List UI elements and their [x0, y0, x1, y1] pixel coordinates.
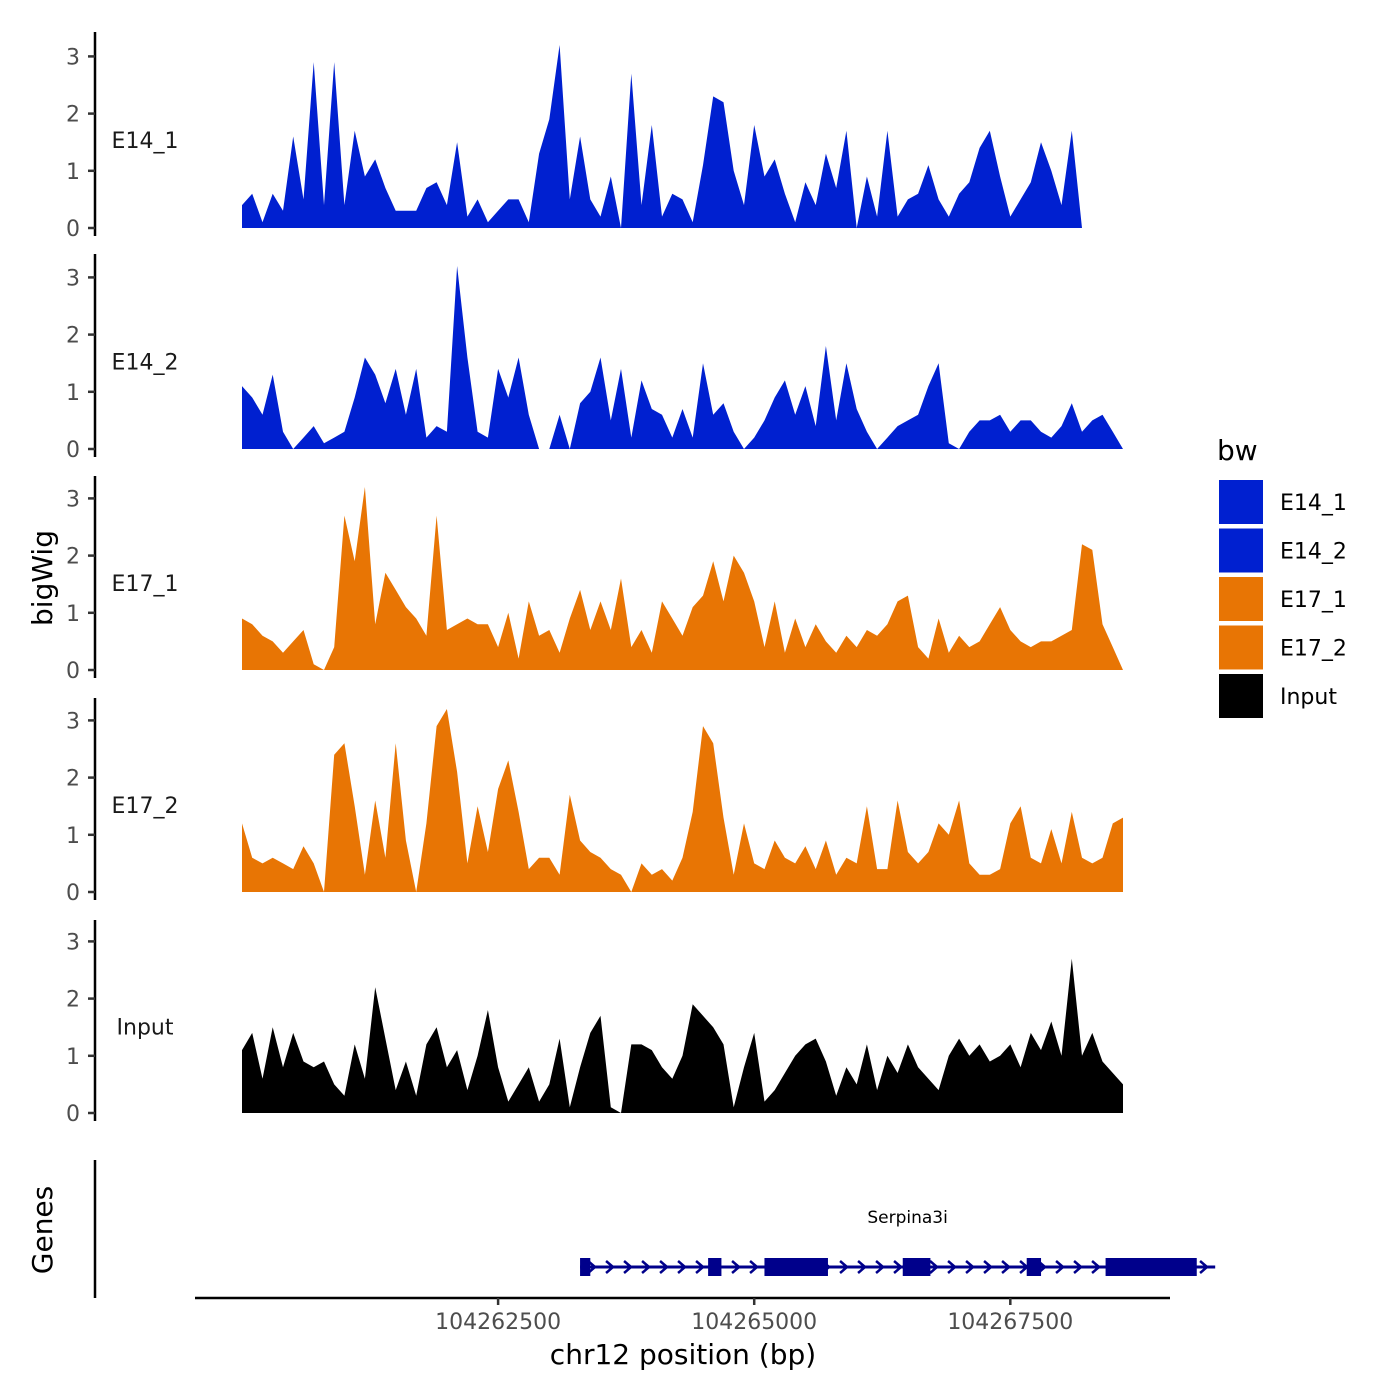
legend-title: bw	[1217, 434, 1258, 467]
coverage-tracks: 0 1 2 3 E14_1 0 1 2 3 E14_2 0 1 2 3 E17_1 0 1 2 3 E17_2 0 1 2 3…	[66, 32, 1123, 1127]
legend-swatch	[1219, 480, 1263, 524]
y-tick-label: 3	[66, 45, 80, 70]
strand-arrow-icon	[1091, 1260, 1101, 1274]
gene-model	[580, 1258, 1216, 1276]
legend: bw E14_1 E14_2 E17_1 E17_2 Input	[1217, 434, 1347, 718]
legend-swatch	[1219, 528, 1263, 573]
gene-exon	[764, 1258, 828, 1276]
legend-swatch	[1219, 674, 1263, 718]
gene-name-label: Serpina3i	[867, 1208, 947, 1228]
y-tick-label: 1	[66, 602, 80, 627]
y-axis-title: bigWig	[26, 530, 59, 626]
y-tick-label: 2	[66, 103, 80, 128]
strand-arrow-icon	[605, 1260, 615, 1274]
gene-exon	[1026, 1258, 1042, 1276]
strand-arrow-icon	[929, 1260, 939, 1274]
strand-arrow-icon	[947, 1260, 957, 1274]
coverage-area-E17_2	[242, 709, 1123, 892]
strand-arrow-icon	[1001, 1260, 1011, 1274]
strand-arrow-icon	[695, 1260, 705, 1274]
y-tick-label: 2	[66, 767, 80, 792]
strand-arrow-icon	[659, 1260, 669, 1274]
gene-panel-title: Genes	[26, 1186, 59, 1274]
y-tick-label: 3	[66, 487, 80, 512]
strand-arrow-icon	[1073, 1260, 1083, 1274]
strand-arrow-icon	[641, 1260, 651, 1274]
track-E17_1: 0 1 2 3 E17_1	[66, 476, 1123, 684]
x-axis: 104262500 104265000 104267500	[195, 1296, 1170, 1335]
coverage-area-Input	[242, 958, 1123, 1113]
strand-arrow-icon	[587, 1260, 597, 1274]
y-tick-label: 1	[66, 160, 80, 185]
strand-arrow-icon	[983, 1260, 993, 1274]
gene-exon	[1105, 1258, 1197, 1276]
track-E14_2: 0 1 2 3 E14_2	[66, 254, 1123, 463]
y-tick-label: 0	[66, 438, 80, 463]
y-tick-label: 0	[66, 217, 80, 242]
y-tick-label: 0	[66, 659, 80, 684]
track-E14_1: 0 1 2 3 E14_1	[66, 32, 1123, 242]
legend-label: Input	[1280, 685, 1337, 710]
y-tick-label: 1	[66, 381, 80, 406]
track-label: E17_2	[112, 794, 179, 819]
y-tick-label: 3	[66, 930, 80, 955]
x-axis-title: chr12 position (bp)	[550, 1338, 816, 1371]
track-label: E14_1	[112, 129, 179, 154]
x-tick-label: 104262500	[435, 1310, 561, 1335]
coverage-area-E14_1	[242, 45, 1123, 228]
strand-arrow-icon	[677, 1260, 687, 1274]
y-tick-label: 0	[66, 1102, 80, 1127]
y-tick-label: 1	[66, 824, 80, 849]
gene-exon	[902, 1258, 931, 1276]
legend-label: E17_2	[1280, 637, 1347, 662]
strand-arrow-icon	[1055, 1260, 1065, 1274]
gene-panel: Genes Serpina3i	[26, 1160, 1216, 1298]
strand-arrow-icon	[839, 1260, 849, 1274]
track-label: Input	[117, 1016, 174, 1041]
strand-arrow-icon	[875, 1260, 885, 1274]
y-tick-label: 3	[66, 709, 80, 734]
legend-swatch	[1219, 625, 1263, 670]
strand-arrow-icon	[965, 1260, 975, 1274]
strand-arrow-icon	[893, 1260, 903, 1274]
legend-label: E17_1	[1280, 588, 1347, 613]
y-tick-label: 1	[66, 1045, 80, 1070]
strand-arrow-icon	[731, 1260, 741, 1274]
track-label: E17_1	[112, 572, 179, 597]
legend-label: E14_2	[1280, 540, 1347, 565]
strand-arrow-icon	[623, 1260, 633, 1274]
track-Input: 0 1 2 3 Input	[66, 920, 1123, 1127]
x-tick-label: 104267500	[947, 1310, 1073, 1335]
y-tick-label: 0	[66, 881, 80, 906]
y-tick-label: 2	[66, 545, 80, 570]
strand-arrow-icon	[749, 1260, 759, 1274]
track-E17_2: 0 1 2 3 E17_2	[66, 698, 1123, 906]
x-tick-label: 104265000	[691, 1310, 817, 1335]
track-label: E14_2	[112, 351, 179, 376]
gene-exon	[708, 1258, 722, 1276]
strand-arrow-icon	[1199, 1260, 1209, 1274]
legend-label: E14_1	[1280, 491, 1347, 516]
legend-swatch	[1219, 577, 1263, 621]
y-tick-label: 3	[66, 266, 80, 291]
coverage-area-E17_1	[242, 487, 1123, 670]
y-tick-label: 2	[66, 988, 80, 1013]
coverage-area-E14_2	[242, 266, 1123, 449]
strand-arrow-icon	[857, 1260, 867, 1274]
y-tick-label: 2	[66, 324, 80, 349]
gene-exon	[580, 1258, 591, 1276]
